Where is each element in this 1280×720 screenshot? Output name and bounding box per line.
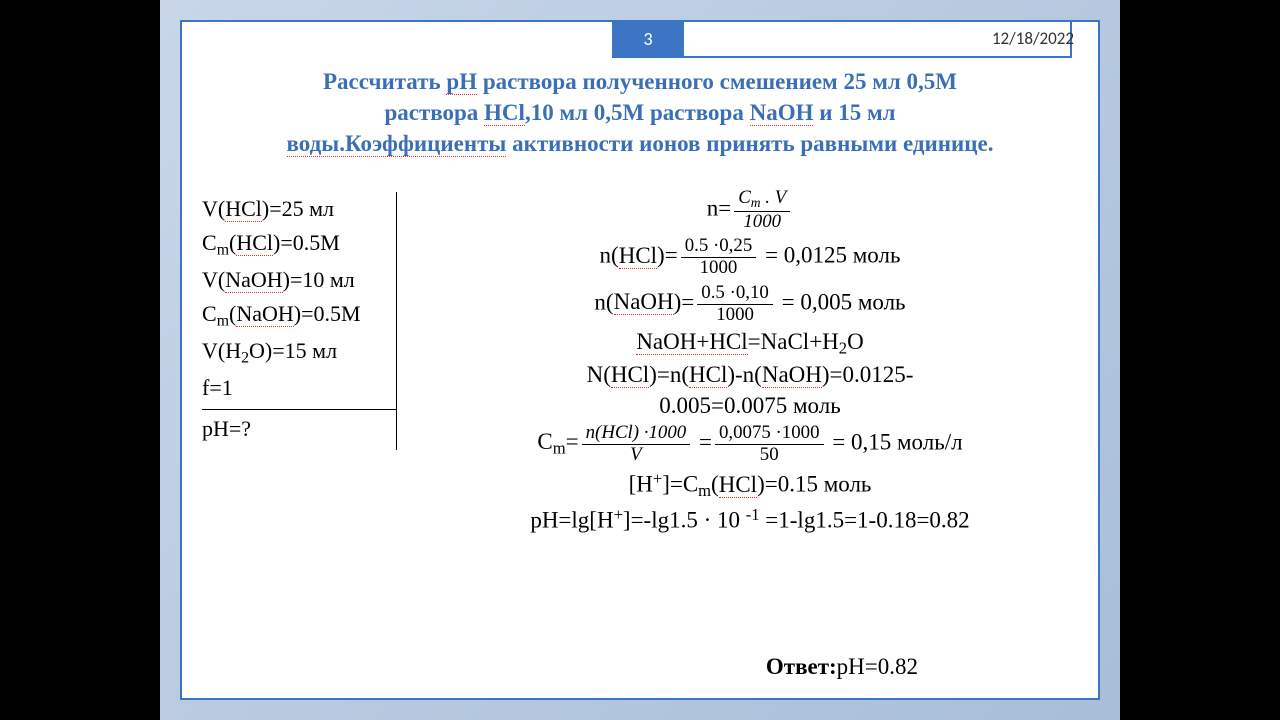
title-text: активности ионов принять равными единице… <box>506 131 993 156</box>
title-text: Рассчитать <box>323 69 446 94</box>
calc-row: Cm=n(HCl) ·1000V =0,0075 ·100050 = 0,15 … <box>422 423 1078 465</box>
title-text: NaOH <box>750 100 814 126</box>
title-text: и 15 мл <box>813 100 895 125</box>
given-line: V(NaOH)=10 мл <box>202 263 396 297</box>
calculation: n=Cm . V1000 n(HCl)=0.5 ·0,251000 = 0,01… <box>422 184 1078 537</box>
given-line: f=1 <box>202 371 396 405</box>
problem-title: Рассчитать pH раствора полученного смеше… <box>202 66 1078 159</box>
answer: Ответ:pH=0.82 <box>766 654 918 680</box>
given-data: V(HCl)=25 мл Cm(HCl)=0.5M V(NaOH)=10 мл … <box>202 192 397 450</box>
calc-row: n(NaOH)=0.5 ·0,101000 = 0,005 моль <box>422 283 1078 325</box>
title-text: воды.Коэффициенты <box>287 131 507 157</box>
given-line: V(H2O)=15 мл <box>202 334 396 371</box>
title-text: ,10 мл 0,5М раствора <box>525 100 750 125</box>
given-line: V(HCl)=25 мл <box>202 192 396 226</box>
answer-label: Ответ: <box>766 654 837 679</box>
page-number: 3 <box>612 20 684 58</box>
title-text: раствора полученного смешением 25 мл 0,5… <box>477 69 957 94</box>
given-line: Cm(HCl)=0.5M <box>202 226 396 263</box>
slide: 3 12/18/2022 Рассчитать pH раствора полу… <box>180 20 1100 700</box>
calc-row: [H+]=Cm(HCl)=0.15 моль <box>422 469 1078 500</box>
calc-row: 0.005=0.0075 моль <box>422 393 1078 419</box>
calc-row: N(HCl)=n(HCl)-n(NaOH)=0.0125- <box>422 362 1078 388</box>
answer-value: pH=0.82 <box>837 654 918 679</box>
title-text: pH <box>446 69 477 95</box>
given-question: pH=? <box>202 409 396 446</box>
calc-row: pH=lg[H+]=-lg1.5 · 10 -1 =1-lg1.5=1-0.18… <box>422 505 1078 534</box>
title-text: раствора <box>384 100 484 125</box>
slide-stage: 3 12/18/2022 Рассчитать pH раствора полу… <box>160 0 1120 720</box>
calc-row: n(HCl)=0.5 ·0,251000 = 0,0125 моль <box>422 236 1078 278</box>
given-line: Cm(NaOH)=0.5M <box>202 297 396 334</box>
title-text: HCl <box>484 100 525 126</box>
calc-row: NaOH+HCl=NaCl+H2O <box>422 329 1078 358</box>
calc-row: n=Cm . V1000 <box>422 188 1078 232</box>
frac-den: 1000 <box>734 212 790 233</box>
frac-num: Cm . V <box>734 188 790 212</box>
slide-date: 12/18/2022 <box>992 28 1074 49</box>
